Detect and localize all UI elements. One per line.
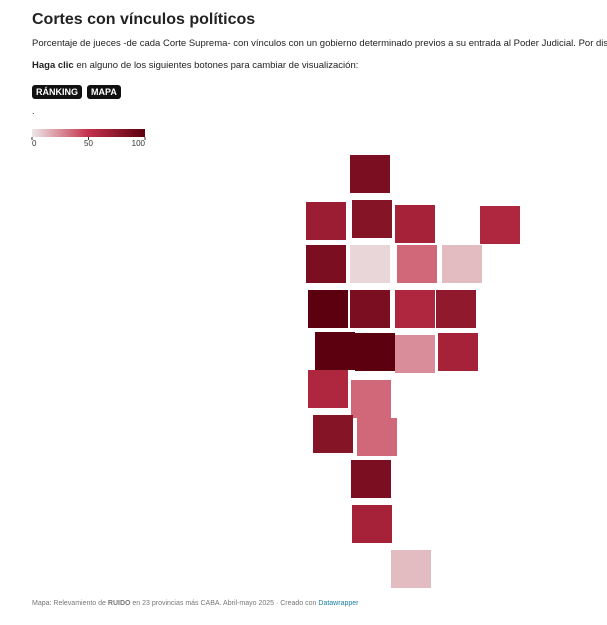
legend-label: 50 [84,139,93,148]
title: Cortes con vínculos políticos [32,11,256,28]
province-tile [313,415,353,453]
ranking-button[interactable]: RÁNKING [32,85,82,99]
footer-text: en 23 provincias más CABA. Abril-mayo 20… [130,600,319,607]
map-button[interactable]: MAPA [87,85,121,99]
province-tile [306,202,346,240]
province-tile [306,245,346,283]
province-tile [351,380,391,418]
province-tile [397,245,437,283]
instruction: Haga clic en alguno de los siguientes bo… [32,60,358,71]
footer: Mapa: Relevamiento de RUIDO en 23 provin… [32,600,358,607]
province-tile [308,370,348,408]
province-tile [442,245,482,283]
footer-text: Mapa: Relevamiento de [32,600,108,607]
instruction-bold: Haga clic [32,60,74,71]
instruction-text: en alguno de los siguientes botones para… [73,60,359,71]
province-tile [480,206,520,244]
province-tile [352,200,392,238]
legend-label: 0 [32,139,37,148]
province-tile [355,333,395,371]
footer-link[interactable]: Datawrapper [318,600,359,607]
province-tile [308,290,348,328]
province-tile [315,332,355,370]
chart: 0 50 100 [31,129,520,588]
province-tile [391,550,431,588]
legend-bar [32,129,145,137]
province-tile [395,205,435,243]
province-tile [395,290,435,328]
province-tile [395,335,435,373]
subtitle: Porcentaje de jueces -de cada Corte Supr… [32,38,607,49]
footer-bold: RUIDO [107,600,131,607]
province-tile [352,505,392,543]
province-tile [351,460,391,498]
province-tile [438,333,478,371]
province-tile [357,418,397,456]
province-tile [350,245,390,283]
province-tile [350,290,390,328]
legend-label: 100 [132,139,146,148]
province-tile [436,290,476,328]
province-tile [350,155,390,193]
note: . [32,106,35,116]
